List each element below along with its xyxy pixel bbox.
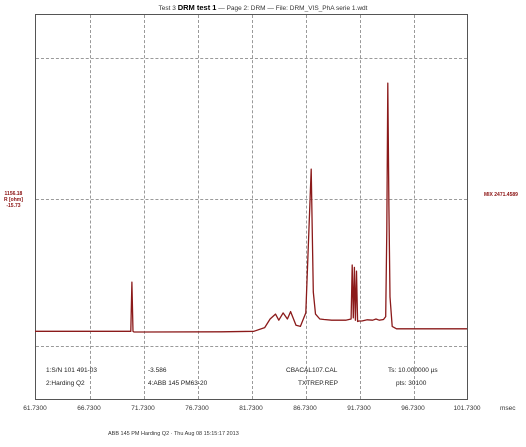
x-tick-label: 71.7300: [131, 405, 155, 412]
grid-line: [414, 15, 415, 399]
x-tick-label: 101.7300: [453, 405, 481, 412]
x-tick-label: 81.7300: [239, 405, 263, 412]
plot-area: [35, 14, 468, 400]
info-line2-col3: TXTREP.REP: [298, 380, 338, 387]
series-line: [35, 82, 467, 333]
x-tick-label: 76.7300: [185, 405, 209, 412]
info-line1-col4: Ts: 10.000000 µs: [388, 367, 438, 374]
x-tick-label: 66.7300: [77, 405, 101, 412]
right-readout: MIX 2471.4589: [484, 192, 518, 198]
y-axis-top: 1156.18: [4, 191, 23, 197]
y-axis-bottom: -15.73: [6, 203, 21, 209]
info-line1-col3: CBACAL107.CAL: [286, 367, 338, 374]
x-tick-label: 96.7300: [401, 405, 425, 412]
x-tick-label: 61.7300: [23, 405, 47, 412]
grid-line: [198, 15, 199, 399]
grid-line: [252, 15, 253, 399]
title-prefix: Test 3: [158, 5, 176, 12]
info-line2-col1: 2:Harding Q2: [46, 380, 85, 387]
info-line1-col1: 1:S/N 101 491-03: [46, 367, 97, 374]
chart-title: Test 3 DRM test 1 — Page 2: DRM — File: …: [0, 3, 526, 12]
x-axis-unit: msec: [500, 405, 516, 412]
data-series: [35, 82, 467, 333]
info-line2-col4: pts: 30100: [396, 380, 427, 387]
grid-line: [306, 15, 307, 399]
x-tick-label: 86.7300: [293, 405, 317, 412]
info-line2-col2: 4:ABB 145 PM63-20: [148, 380, 208, 387]
footer-caption: ABB 145 PM Harding Q2 · Thu Aug 08 15:15…: [108, 431, 239, 437]
y-axis-labels: 1156.18 R [ohm] -15.73: [4, 191, 23, 209]
x-tick-label: 91.7300: [347, 405, 371, 412]
grid-line: [36, 58, 467, 59]
y-axis-label: R [ohm]: [4, 197, 23, 203]
grid-line: [36, 346, 467, 347]
grid-line: [36, 199, 467, 200]
info-line1-col2: -3.586: [148, 367, 167, 374]
title-bold: DRM test 1: [177, 3, 217, 12]
grid-line: [90, 15, 91, 399]
grid-line: [144, 15, 145, 399]
grid-line: [360, 15, 361, 399]
title-rest: — Page 2: DRM — File: DRM_VIS_PhA serie …: [218, 5, 368, 12]
